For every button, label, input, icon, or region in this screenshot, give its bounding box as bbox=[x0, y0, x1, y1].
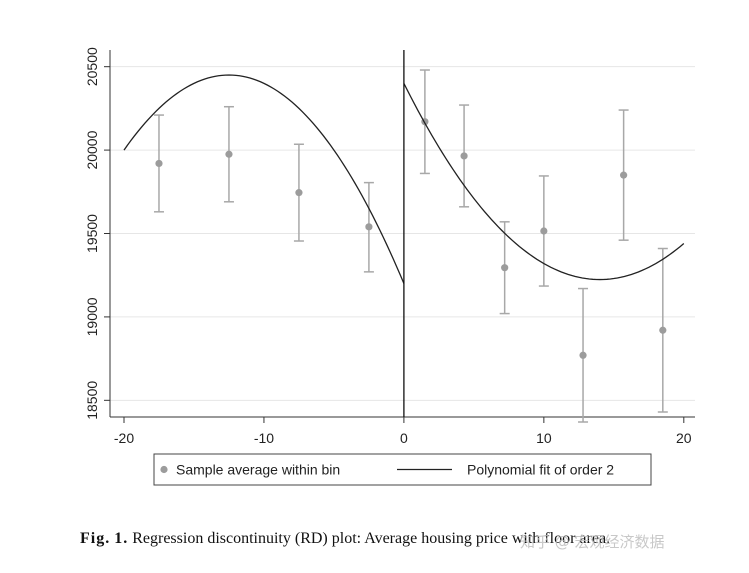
x-tick-label-4: 20 bbox=[676, 430, 692, 446]
bin-point-7 bbox=[540, 227, 548, 235]
y-tick-label-1: 19000 bbox=[84, 297, 100, 336]
y-tick-label-4: 20500 bbox=[84, 47, 100, 86]
rd-plot: 18500 19000 19500 20000 20500 -20 -10 0 10 20 Samp… bbox=[84, 47, 695, 486]
legend-label-fit: Polynomial fit of order 2 bbox=[467, 462, 614, 478]
x-tick-label-3: 10 bbox=[536, 430, 552, 446]
bin-point-1 bbox=[225, 150, 233, 158]
caption-label: Fig. bbox=[80, 530, 111, 547]
bin-point-0 bbox=[155, 159, 163, 168]
bin-point-3 bbox=[365, 223, 373, 231]
y-tick-label-2: 19500 bbox=[84, 214, 100, 253]
legend-marker-dot bbox=[160, 465, 168, 474]
fit-line-right bbox=[403, 83, 685, 281]
bin-point-8 bbox=[579, 351, 587, 359]
x-tick-label-1: -10 bbox=[254, 430, 274, 446]
bin-point-6 bbox=[501, 264, 509, 272]
bin-point-10 bbox=[659, 326, 667, 334]
figure-caption: Fig. 1. Regression discontinuity (RD) pl… bbox=[80, 528, 740, 550]
fit-line-left bbox=[123, 74, 405, 284]
legend-label-points: Sample average within bin bbox=[176, 462, 340, 478]
x-tick-label-2: 0 bbox=[400, 430, 408, 446]
bin-point-2 bbox=[295, 189, 303, 197]
bin-point-5 bbox=[460, 152, 468, 160]
caption-text: Regression discontinuity (RD) plot: Aver… bbox=[132, 530, 611, 547]
caption-number: 1. bbox=[114, 530, 129, 547]
y-tick-label-0: 18500 bbox=[84, 381, 100, 420]
x-tick-label-0: -20 bbox=[114, 430, 134, 446]
y-tick-label-3: 20000 bbox=[84, 130, 100, 169]
bin-point-9 bbox=[620, 171, 628, 179]
